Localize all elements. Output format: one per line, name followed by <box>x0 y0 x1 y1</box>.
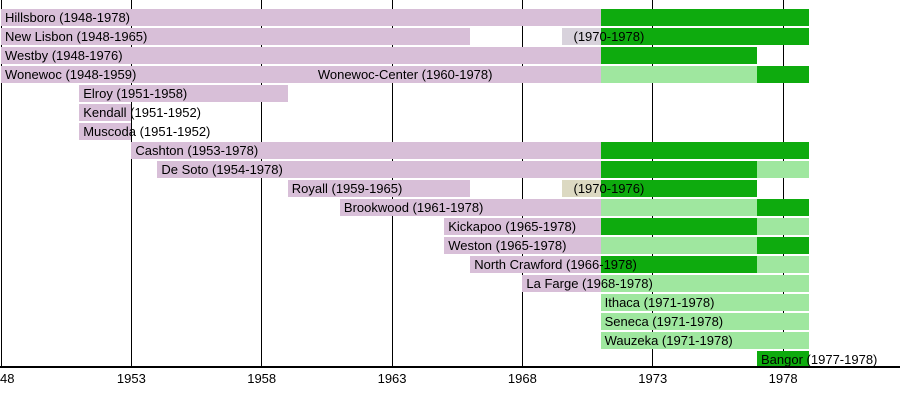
bar-segment <box>1 47 601 64</box>
bar-segment <box>757 351 810 368</box>
bar-label: (1970-1978) <box>573 29 645 44</box>
bar-segment <box>79 123 132 140</box>
bar-segment <box>757 66 810 83</box>
bar-label: Wauzeka (1971-1978) <box>604 333 733 348</box>
bar-segment <box>600 237 758 254</box>
x-axis-tick-label: 48 <box>0 371 15 386</box>
bar-segment <box>79 104 132 121</box>
bar-segment <box>757 199 810 216</box>
bar-label: La Farge (1968-1978) <box>526 276 653 291</box>
bar-segment <box>757 161 810 178</box>
bar-segment <box>600 161 758 178</box>
bar-segment <box>757 218 810 235</box>
bar-segment <box>600 9 810 26</box>
bar-label: (1970-1976) <box>573 181 645 196</box>
bar-segment <box>600 66 758 83</box>
bar-segment <box>600 332 810 349</box>
bar-segment <box>561 28 601 45</box>
bar-label: Brookwood (1961-1978) <box>343 200 484 215</box>
bar-segment <box>600 199 758 216</box>
bar-segment <box>600 28 810 45</box>
x-axis-tick-label: 1958 <box>247 371 277 386</box>
bar-segment <box>600 47 758 64</box>
bar-segment <box>561 180 601 197</box>
year-gridline <box>261 0 263 366</box>
bar-segment <box>287 180 471 197</box>
bar-segment <box>600 313 810 330</box>
bar-label: Wonewoc-Center (1960-1978) <box>317 67 493 82</box>
bar-label: New Lisbon (1948-1965) <box>5 29 148 44</box>
year-gridline <box>130 0 132 366</box>
bar-label: Cashton (1953-1978) <box>135 143 259 158</box>
x-axis-tick-label: 1963 <box>377 371 407 386</box>
bar-label: North Crawford (1966-1978) <box>474 257 637 272</box>
bar-segment <box>131 142 601 159</box>
bar-label: Hillsboro (1948-1978) <box>5 10 131 25</box>
year-gridline <box>521 0 523 366</box>
bar-segment <box>444 218 601 235</box>
bar-segment <box>1 9 601 26</box>
bar-label: Ithaca (1971-1978) <box>604 295 715 310</box>
bar-segment <box>157 161 601 178</box>
bar-label: Kickapoo (1965-1978) <box>448 219 577 234</box>
x-axis-line <box>0 366 900 368</box>
x-axis-tick-label: 1968 <box>507 371 537 386</box>
bar-segment <box>444 237 601 254</box>
bar-label: Royall (1959-1965) <box>291 181 403 196</box>
bar-segment <box>1 66 601 83</box>
x-axis-tick-label: 1953 <box>116 371 146 386</box>
year-gridline <box>782 0 784 366</box>
bar-segment <box>600 275 810 292</box>
bar-segment <box>757 256 810 273</box>
bar-label: De Soto (1954-1978) <box>161 162 283 177</box>
bar-label: Westby (1948-1976) <box>5 48 123 63</box>
bar-label: Elroy (1951-1958) <box>83 86 188 101</box>
bar-segment <box>600 180 758 197</box>
bar-segment <box>757 237 810 254</box>
bar-segment <box>600 218 758 235</box>
bar-segment <box>600 256 758 273</box>
bar-segment <box>79 85 288 102</box>
x-axis-tick-label: 1973 <box>638 371 668 386</box>
bar-segment <box>600 142 810 159</box>
bar-label: Kendall (1951-1952) <box>83 105 202 120</box>
bar-segment <box>1 28 471 45</box>
bar-label: Muscoda (1951-1952) <box>83 124 211 139</box>
bar-segment <box>522 275 601 292</box>
bar-label: Seneca (1971-1978) <box>604 314 724 329</box>
bar-segment <box>470 256 601 273</box>
bar-label: Wonewoc (1948-1959) <box>5 67 137 82</box>
x-axis-tick-label: 1978 <box>768 371 798 386</box>
bar-segment <box>339 199 601 216</box>
bar-label: Bangor (1977-1978) <box>761 352 878 367</box>
bar-segment <box>600 294 810 311</box>
bar-label: Weston (1965-1978) <box>448 238 567 253</box>
year-gridline <box>0 0 2 366</box>
